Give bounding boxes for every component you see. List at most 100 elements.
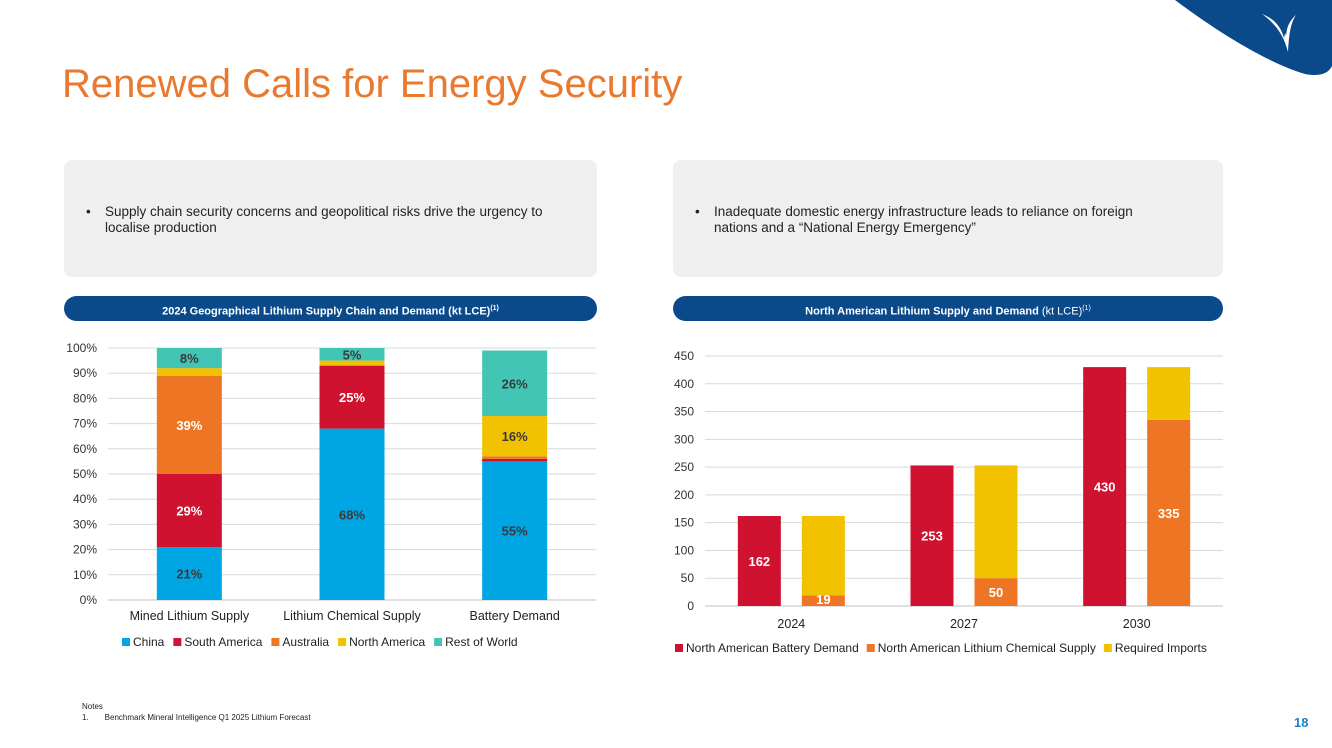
bar-china-battery-demand: [482, 461, 548, 600]
legend-swatch-north-american-lithium-chemical-supply: [866, 644, 875, 652]
right-header-unit: (kt LCE): [1038, 305, 1083, 318]
data-label: 39%: [176, 418, 202, 433]
y-tick-label: 60%: [73, 442, 97, 456]
page-title: Renewed Calls for Energy Security: [62, 62, 683, 106]
page-number: 18: [1294, 715, 1309, 730]
bullet-dot: •: [695, 204, 700, 219]
bar-australia-mined-lithium-supply: [156, 375, 222, 474]
bar-north-american-battery-demand-2030: [1083, 367, 1127, 606]
left-header-footnote: (1): [490, 305, 499, 312]
right-header-footnote: (1): [1082, 305, 1091, 312]
data-label: 253: [921, 529, 943, 544]
right-bullet: • Inadequate domestic energy infrastruct…: [695, 204, 1165, 236]
right-chart-header: North American Lithium Supply and Demand…: [673, 296, 1223, 321]
legend-swatch-south-america: [173, 638, 182, 646]
left-stacked-bar-chart: 0% 10% 20% 30% 40% 50% 60% 70% 80% 90% 100% 21% 29% 3…: [66, 341, 596, 649]
bar-north-american-battery-demand-2027: [910, 465, 954, 606]
y-tick-label: 10%: [73, 568, 97, 582]
logo-mark-icon: [1262, 14, 1296, 52]
right-info-box: • Inadequate domestic energy infrastruct…: [673, 160, 1223, 277]
bar-north-american-battery-demand-2024: [737, 516, 781, 606]
y-tick-label: 80%: [73, 391, 97, 405]
y-tick-label: 300: [674, 432, 694, 446]
left-header-text: 2024 Geographical Lithium Supply Chain a…: [162, 305, 491, 318]
bar-required-imports-2027: [974, 465, 1018, 579]
data-label: 16%: [502, 429, 528, 444]
bar-south-america-lithium-chemical-supply: [319, 365, 385, 429]
y-tick-label: 40%: [73, 492, 97, 506]
bar-rest-of-world-battery-demand: [482, 350, 548, 417]
data-label: 50: [989, 585, 1003, 600]
x-tick-label: 2027: [950, 617, 978, 631]
data-label: 19: [816, 592, 830, 607]
bar-south-america-mined-lithium-supply: [156, 474, 222, 548]
y-tick-label: 20%: [73, 543, 97, 557]
bullet-dot: •: [86, 204, 91, 219]
bar-north-america-battery-demand: [482, 416, 548, 457]
y-tick-label: 100: [674, 543, 694, 557]
data-label: 335: [1158, 506, 1180, 521]
data-label: 55%: [502, 524, 528, 539]
left-chart-header: 2024 Geographical Lithium Supply Chain a…: [64, 296, 597, 321]
bar-rest-of-world-mined-lithium-supply: [156, 348, 222, 369]
y-tick-label: 250: [674, 460, 694, 474]
bar-australia-battery-demand: [482, 456, 548, 459]
x-tick-label: 2030: [1123, 617, 1151, 631]
data-label: 25%: [339, 390, 365, 405]
bar-required-imports-2030: [1147, 367, 1191, 420]
x-tick-label: 2024: [777, 617, 805, 631]
notes-heading: Notes: [82, 702, 103, 711]
data-label: 162: [748, 554, 770, 569]
x-tick-label: Mined Lithium Supply: [130, 609, 250, 623]
corner-swoosh-shape: [1175, 0, 1332, 76]
y-tick-label: 150: [674, 516, 694, 530]
legend-label-north-american-battery-demand: North American Battery Demand: [686, 641, 859, 655]
legend-label-australia: Australia: [282, 635, 329, 649]
y-tick-label: 50%: [73, 467, 97, 481]
right-bar-chart: 0 50 100 150 200 250 300 350 400 450 162 19 2024 253 5…: [674, 349, 1223, 655]
data-label: 29%: [176, 504, 202, 519]
legend-swatch-north-american-battery-demand: [675, 644, 683, 652]
legend-swatch-required-imports: [1103, 644, 1112, 652]
legend-label-south-america: South America: [184, 635, 262, 649]
legend-label-north-america: North America: [349, 635, 425, 649]
bar-required-imports-2024: [801, 516, 845, 596]
bar-north-america-mined-lithium-supply: [156, 368, 222, 376]
y-tick-label: 90%: [73, 366, 97, 380]
left-bullet: • Supply chain security concerns and geo…: [86, 204, 566, 236]
bar-south-america-battery-demand: [482, 458, 548, 462]
left-bullet-text: Supply chain security concerns and geopo…: [105, 204, 543, 235]
y-tick-label: 70%: [73, 417, 97, 431]
y-tick-label: 350: [674, 405, 694, 419]
legend-label-north-american-lithium-chemical-supply: North American Lithium Chemical Supply: [878, 641, 1096, 655]
right-header-text: North American Lithium Supply and Demand: [805, 305, 1039, 318]
legend-swatch-rest-of-world: [434, 638, 443, 646]
bar-china-mined-lithium-supply: [156, 547, 222, 600]
y-tick-label: 30%: [73, 517, 97, 531]
data-label: 5%: [343, 347, 362, 362]
notes-item-1: 1. Benchmark Mineral Intelligence Q1 202…: [82, 713, 311, 722]
legend-swatch-china: [122, 638, 130, 646]
legend-label-required-imports: Required Imports: [1115, 641, 1207, 655]
data-label: 26%: [502, 376, 528, 391]
bar-north-american-lithium-chemical-supply-2030: [1147, 419, 1191, 606]
bar-china-lithium-chemical-supply: [319, 428, 385, 600]
data-label: 68%: [339, 507, 365, 522]
legend-swatch-australia: [271, 638, 280, 646]
bar-north-america-lithium-chemical-supply: [319, 360, 385, 366]
bar-north-american-lithium-chemical-supply-2027: [974, 578, 1018, 606]
data-label: 430: [1094, 480, 1116, 495]
y-tick-label: 50: [681, 571, 695, 585]
legend-swatch-north-america: [338, 638, 347, 646]
legend-label-china: China: [133, 635, 165, 649]
x-tick-label: Lithium Chemical Supply: [283, 609, 421, 623]
data-label: 8%: [180, 351, 199, 366]
bar-rest-of-world-lithium-chemical-supply: [319, 348, 385, 361]
y-tick-label: 0%: [80, 593, 98, 607]
y-tick-label: 200: [674, 488, 694, 502]
x-tick-label: Battery Demand: [470, 609, 560, 623]
left-info-box: • Supply chain security concerns and geo…: [64, 160, 597, 277]
y-tick-label: 0: [687, 599, 694, 613]
data-label: 21%: [176, 567, 202, 582]
right-bullet-text: Inadequate domestic energy infrastructur…: [714, 204, 1133, 235]
